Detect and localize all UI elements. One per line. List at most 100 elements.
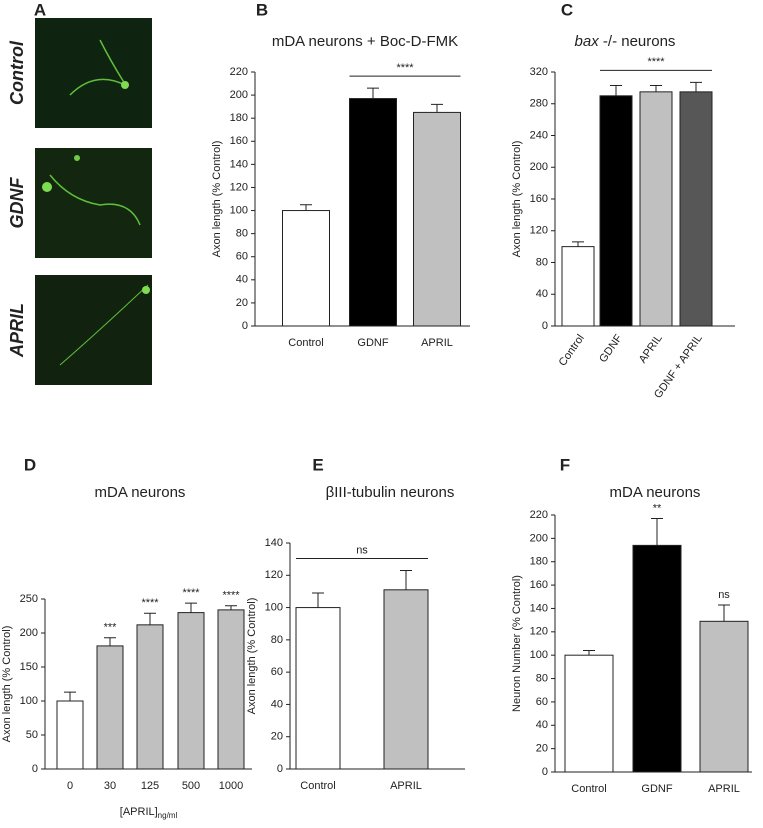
- title-italic: bax: [575, 33, 600, 50]
- significance-label: ***: [104, 622, 118, 634]
- title-text: βIII-tubulin neurons: [326, 484, 455, 501]
- error-bar: [185, 602, 197, 613]
- error-bar: [610, 84, 622, 96]
- bar: [56, 700, 84, 770]
- panel-label: E: [312, 455, 323, 474]
- y-tick-label: 40: [536, 288, 548, 300]
- significance-label: ****: [141, 597, 159, 609]
- x-tick-label: GDNF: [641, 783, 672, 795]
- y-tick-label: 150: [20, 661, 38, 673]
- y-tick-label: 120: [530, 626, 548, 638]
- y-tick-label: 160: [230, 135, 248, 147]
- y-tick-label: 320: [530, 66, 548, 78]
- y-tick-label: 0: [277, 763, 283, 775]
- error-bar: [300, 204, 312, 211]
- x-axis-label-sub: ng/ml: [158, 811, 178, 820]
- y-tick-label: 50: [26, 729, 38, 741]
- y-tick-label: 100: [20, 695, 38, 707]
- y-tick-label: 80: [236, 228, 248, 240]
- bar: [383, 589, 429, 770]
- error-bar: [650, 84, 662, 92]
- title-text: mDA neurons + Boc-D-FMK: [272, 33, 458, 50]
- error-bar: [400, 569, 412, 590]
- y-tick-label: 220: [530, 509, 548, 521]
- y-tick-label: 250: [20, 593, 38, 605]
- error-bar: [367, 87, 379, 99]
- bar: [413, 111, 461, 327]
- y-tick-label: 200: [20, 627, 38, 639]
- y-tick-label: 240: [530, 129, 548, 141]
- chart-title: mDA neurons: [610, 484, 701, 501]
- y-tick-label: 200: [530, 532, 548, 544]
- significance-label: ****: [396, 62, 414, 74]
- x-axis-label-main: [APRIL]: [120, 806, 158, 818]
- y-tick-label: 60: [236, 251, 248, 263]
- y-tick-label: 0: [542, 766, 548, 778]
- y-tick-label: 140: [230, 158, 248, 170]
- y-tick-label: 120: [265, 569, 283, 581]
- y-axis-label: Neuron Number (% Control): [511, 575, 523, 712]
- significance-label: ****: [647, 56, 665, 68]
- significance-label: ns: [356, 544, 368, 556]
- significance-label: ****: [182, 587, 200, 599]
- x-tick-label: APRIL: [421, 337, 453, 349]
- y-tick-label: 20: [271, 731, 283, 743]
- image-label: GDNF: [7, 177, 27, 229]
- y-tick-label: 120: [530, 225, 548, 237]
- y-axis-label: Axon length (% Control): [246, 598, 258, 715]
- title-text: mDA neurons: [95, 484, 186, 501]
- bar: [295, 607, 341, 770]
- y-tick-label: 60: [536, 696, 548, 708]
- title-text: mDA neurons: [610, 484, 701, 501]
- y-axis-label: Axon length (% Control): [511, 141, 523, 258]
- x-axis-label: [APRIL]ng/ml: [120, 806, 178, 820]
- image-label: APRIL: [7, 303, 27, 358]
- x-tick-label: 30: [104, 780, 116, 792]
- y-tick-label: 140: [530, 602, 548, 614]
- y-tick-label: 280: [530, 98, 548, 110]
- x-tick-label: 1000: [219, 780, 243, 792]
- x-tick-label: APRIL: [708, 783, 740, 795]
- y-tick-label: 0: [32, 763, 38, 775]
- error-bar: [651, 518, 663, 546]
- x-tick-label: Control: [300, 780, 335, 792]
- error-bar: [225, 605, 237, 610]
- y-tick-label: 160: [530, 579, 548, 591]
- y-tick-label: 80: [536, 256, 548, 268]
- x-tick-label: GDNF: [597, 332, 625, 365]
- y-axis-label: Axon length (% Control): [1, 626, 13, 743]
- panel-label: D: [24, 455, 36, 474]
- significance-label: ****: [222, 590, 240, 602]
- bar: [564, 654, 614, 773]
- y-tick-label: 200: [530, 161, 548, 173]
- bar: [699, 620, 749, 773]
- bar: [679, 91, 713, 327]
- y-tick-label: 40: [536, 719, 548, 731]
- y-tick-label: 220: [230, 66, 248, 78]
- bar: [599, 95, 633, 327]
- bar: [177, 612, 205, 770]
- chart-title: mDA neurons: [95, 484, 186, 501]
- y-tick-label: 120: [230, 181, 248, 193]
- y-tick-label: 100: [530, 649, 548, 661]
- bar: [282, 210, 330, 327]
- x-tick-label: 125: [141, 780, 159, 792]
- significance-label: **: [653, 502, 662, 514]
- y-tick-label: 80: [536, 672, 548, 684]
- y-tick-label: 0: [242, 320, 248, 332]
- y-tick-label: 140: [265, 537, 283, 549]
- error-bar: [144, 612, 156, 625]
- panel-label: A: [34, 0, 46, 19]
- chart-title: mDA neurons + Boc-D-FMK: [272, 33, 458, 50]
- y-tick-label: 180: [230, 112, 248, 124]
- x-tick-label: Control: [571, 783, 606, 795]
- y-tick-label: 100: [230, 204, 248, 216]
- panel-label: F: [560, 455, 570, 474]
- error-bar: [572, 241, 584, 247]
- micrograph: [35, 275, 152, 385]
- y-tick-label: 40: [236, 274, 248, 286]
- x-tick-label: 0: [67, 780, 73, 792]
- error-bar: [64, 691, 76, 701]
- error-bar: [104, 637, 116, 646]
